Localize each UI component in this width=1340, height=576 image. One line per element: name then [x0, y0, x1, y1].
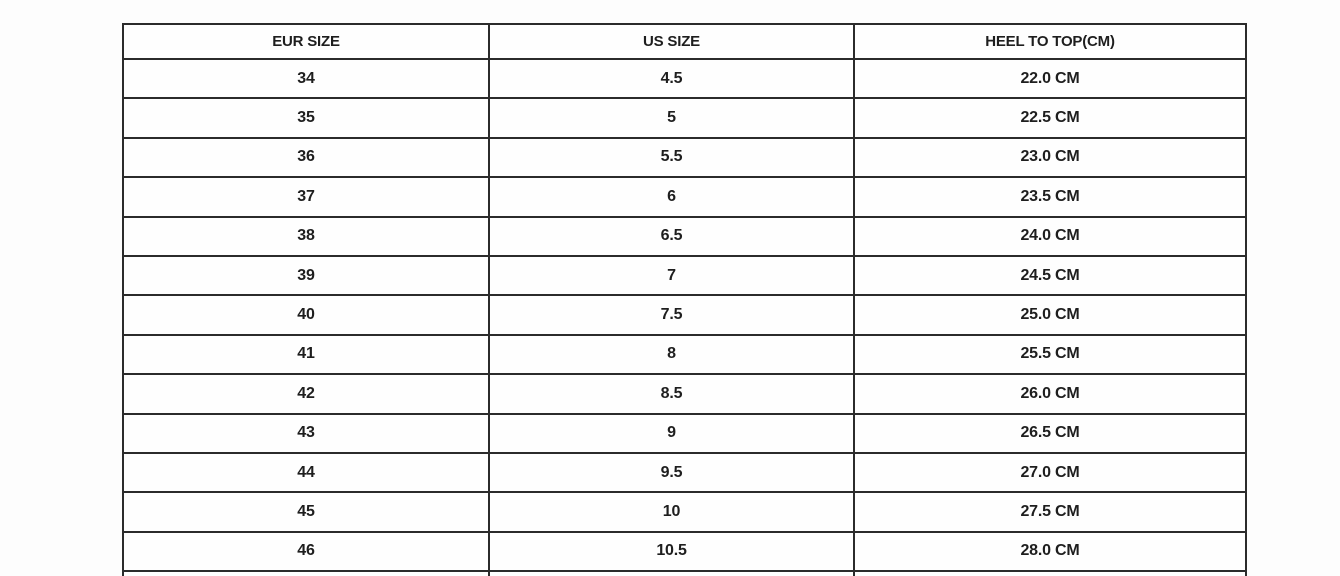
table-row: 39 7 24.5 CM	[122, 254, 1247, 297]
cell-eur-size: 35	[122, 97, 490, 139]
table-row: 46 10.5 28.0 CM	[122, 530, 1247, 573]
header-row: EUR SIZE US SIZE HEEL TO TOP(CM)	[122, 23, 1247, 60]
cell-heel-to-top: 24.5 CM	[853, 254, 1247, 297]
cell-heel-to-top: 27.0 CM	[853, 451, 1247, 494]
cell-us-size: 6	[488, 176, 855, 218]
cell-eur-size: 40	[122, 294, 490, 336]
cell-eur-size: 44	[122, 451, 490, 494]
column-header-eur-size: EUR SIZE	[122, 23, 490, 60]
cell-heel-to-top: 25.0 CM	[853, 294, 1247, 336]
cell-us-size: 7.5	[488, 294, 855, 336]
table-row: 42 8.5 26.0 CM	[122, 373, 1247, 415]
cell-heel-to-top: 22.0 CM	[853, 57, 1247, 100]
column-header-us-size: US SIZE	[488, 23, 855, 60]
cell-us-size: 5.5	[488, 136, 855, 179]
cell-eur-size: 34	[122, 57, 490, 100]
table-row: 43 9 26.5 CM	[122, 412, 1247, 454]
table-row: 36 5.5 23.0 CM	[122, 136, 1247, 179]
cell-eur-size: 43	[122, 412, 490, 454]
table-row: 41 8 25.5 CM	[122, 333, 1247, 376]
cell-eur-size: 46	[122, 530, 490, 573]
cell-heel-to-top: 28.0 CM	[853, 530, 1247, 573]
cell-eur-size: 36	[122, 136, 490, 179]
table-row: 34 4.5 22.0 CM	[122, 57, 1247, 100]
table-row: 35 5 22.5 CM	[122, 97, 1247, 139]
column-header-heel-to-top: HEEL TO TOP(CM)	[853, 23, 1247, 60]
cell-us-size: 10.5	[488, 530, 855, 573]
cell-eur-size: 42	[122, 373, 490, 415]
cell-us-size: 8.5	[488, 373, 855, 415]
cell-us-size: 7	[488, 254, 855, 297]
cell-us-size: 9	[488, 412, 855, 454]
size-chart-table: EUR SIZE US SIZE HEEL TO TOP(CM) 34 4.5 22…	[122, 23, 1247, 576]
table-row: 44 9.5 27.0 CM	[122, 451, 1247, 494]
table-row: 40 7.5 25.0 CM	[122, 294, 1247, 336]
cell-heel-to-top: 24.0 CM	[853, 215, 1247, 257]
cell-eur-size	[122, 570, 490, 576]
cell-eur-size: 38	[122, 215, 490, 257]
cell-heel-to-top	[853, 570, 1247, 576]
cell-heel-to-top: 27.5 CM	[853, 491, 1247, 533]
cell-us-size	[488, 570, 855, 576]
cell-us-size: 6.5	[488, 215, 855, 257]
cell-heel-to-top: 23.5 CM	[853, 176, 1247, 218]
cell-eur-size: 37	[122, 176, 490, 218]
cell-us-size: 8	[488, 333, 855, 376]
table-row: 37 6 23.5 CM	[122, 176, 1247, 218]
cell-us-size: 5	[488, 97, 855, 139]
table-row-partial	[122, 570, 1247, 576]
cell-eur-size: 39	[122, 254, 490, 297]
cell-us-size: 10	[488, 491, 855, 533]
cell-eur-size: 41	[122, 333, 490, 376]
cell-us-size: 9.5	[488, 451, 855, 494]
cell-heel-to-top: 23.0 CM	[853, 136, 1247, 179]
table-row: 38 6.5 24.0 CM	[122, 215, 1247, 257]
cell-heel-to-top: 26.0 CM	[853, 373, 1247, 415]
cell-heel-to-top: 25.5 CM	[853, 333, 1247, 376]
cell-us-size: 4.5	[488, 57, 855, 100]
cell-heel-to-top: 26.5 CM	[853, 412, 1247, 454]
table-row: 45 10 27.5 CM	[122, 491, 1247, 533]
cell-heel-to-top: 22.5 CM	[853, 97, 1247, 139]
cell-eur-size: 45	[122, 491, 490, 533]
